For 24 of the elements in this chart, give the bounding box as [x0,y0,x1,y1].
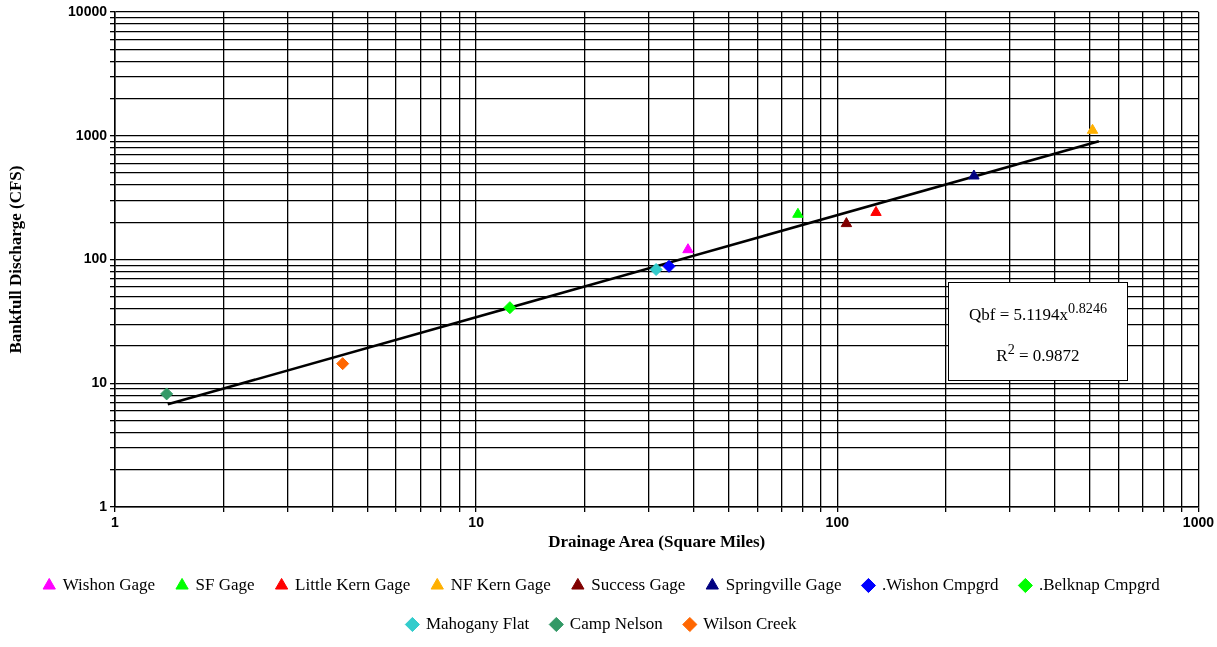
legend-label: SF Gage [195,574,255,594]
y-tick-label: 1 [99,497,108,514]
legend-label: NF Kern Gage [450,574,551,594]
x-tick-label: 100 [825,514,850,531]
legend-label: Springville Gage [725,574,842,594]
y-tick-label: 10000 [68,2,108,19]
legend-label: Wilson Creek [703,613,798,633]
y-tick-label: 1000 [75,126,108,143]
annotation: R$^{2}$ = 0.9872 [995,339,1081,367]
legend-label: Camp Nelson [569,613,664,633]
legend-label: Success Gage [591,574,686,594]
legend-label: Little Kern Gage [295,574,411,594]
legend-label: Mahogany Flat [425,613,530,633]
x-tick-label: 10 [468,514,485,531]
legend-label: .Wishon Cmpgrd [881,574,999,594]
x-tick-label: 1 [111,514,120,531]
x-tick-label: 1000 [1182,514,1215,531]
y-tick-label: 10 [91,374,108,391]
legend-label: Wishon Gage [62,574,156,594]
annotation: Qbf = 5.1194x$^{0.8246}$ [967,299,1109,326]
y-axis-title: Bankfull Discharge (CFS) [5,165,25,354]
y-tick-label: 100 [83,250,108,267]
x-axis-title: Drainage Area (Square Miles) [548,532,766,552]
legend-label: .Belknap Cmpgrd [1038,574,1161,594]
